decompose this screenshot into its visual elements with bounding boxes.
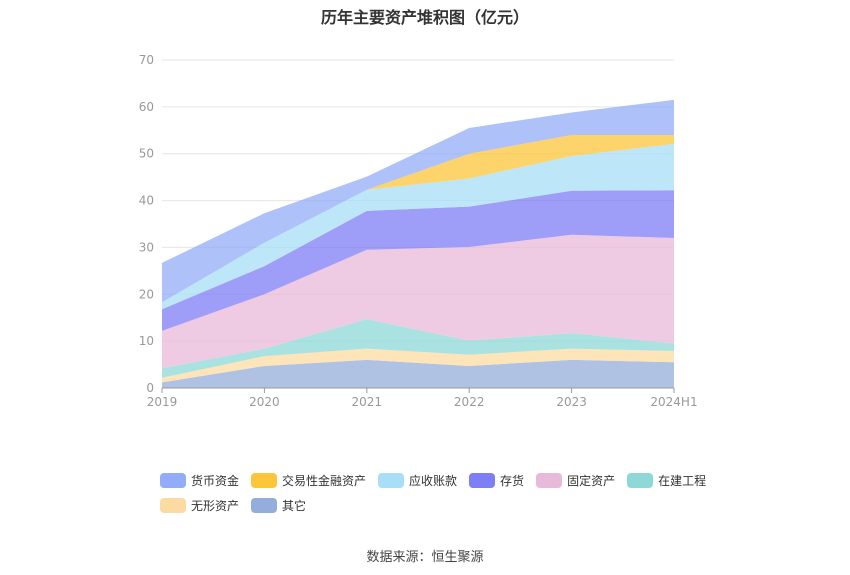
legend-item[interactable]: 应收账款 bbox=[378, 472, 457, 488]
y-tick-label: 60 bbox=[139, 100, 154, 114]
legend-label: 应收账款 bbox=[409, 473, 458, 488]
legend-swatch bbox=[627, 472, 654, 488]
area-series-应收账款 bbox=[162, 143, 674, 310]
y-tick-label: 70 bbox=[139, 53, 154, 67]
axes: 0 10 20 30 40 50 60 70 2019 2020 2021 2022 2023 2024H… bbox=[139, 53, 698, 409]
area-series-无形资产 bbox=[162, 348, 674, 383]
legend-item[interactable]: 交易性金融资产 bbox=[251, 472, 366, 488]
legend-swatch bbox=[251, 497, 278, 513]
y-tick-label: 10 bbox=[139, 334, 154, 348]
legend-label: 在建工程 bbox=[658, 473, 707, 488]
legend-label: 固定资产 bbox=[567, 473, 616, 488]
y-tick-label: 30 bbox=[139, 240, 154, 254]
legend-swatch bbox=[160, 472, 186, 488]
x-tick-label: 2023 bbox=[556, 395, 587, 409]
stacked-areas bbox=[162, 99, 674, 388]
legend-label: 存货 bbox=[500, 473, 525, 488]
legend-swatch bbox=[378, 472, 405, 488]
y-tick-label: 20 bbox=[139, 287, 154, 301]
legend-label: 其它 bbox=[282, 498, 307, 513]
x-tick-label: 2019 bbox=[147, 395, 178, 409]
area-series-货币资金 bbox=[162, 99, 674, 303]
legend-swatch bbox=[251, 472, 278, 488]
legend-item[interactable]: 其它 bbox=[251, 497, 306, 513]
area-series-其它 bbox=[162, 359, 674, 388]
y-tick-label: 50 bbox=[139, 147, 154, 161]
legend-label: 货币资金 bbox=[191, 473, 240, 488]
area-series-固定资产 bbox=[162, 234, 674, 369]
legend-item[interactable]: 货币资金 bbox=[160, 472, 239, 488]
y-tick-label: 0 bbox=[146, 381, 154, 395]
x-tick-label: 2022 bbox=[454, 395, 485, 409]
x-tick-label: 2020 bbox=[249, 395, 280, 409]
legend-swatch bbox=[160, 497, 186, 513]
legend-item[interactable]: 存货 bbox=[469, 472, 524, 488]
y-tick-label: 40 bbox=[139, 194, 154, 208]
legend: 货币资金 交易性金融资产 应收账款 存货 固定资产 在建工程无形资产 其它 bbox=[160, 472, 720, 522]
area-series-存货 bbox=[162, 190, 674, 331]
x-tick-label: 2021 bbox=[352, 395, 383, 409]
legend-swatch bbox=[469, 472, 496, 488]
legend-item[interactable]: 固定资产 bbox=[536, 472, 615, 488]
legend-item[interactable]: 在建工程 bbox=[627, 472, 706, 488]
legend-label: 交易性金融资产 bbox=[282, 473, 367, 488]
x-tick-label: 2024H1 bbox=[650, 395, 697, 409]
source-note: 数据来源：恒生聚源 bbox=[366, 550, 484, 565]
chart-title: 历年主要资产堆积图（亿元） bbox=[320, 8, 529, 27]
area-series-在建工程 bbox=[162, 319, 674, 378]
legend-label: 无形资产 bbox=[191, 498, 240, 513]
legend-item[interactable]: 无形资产 bbox=[160, 497, 239, 513]
legend-swatch bbox=[536, 472, 563, 488]
